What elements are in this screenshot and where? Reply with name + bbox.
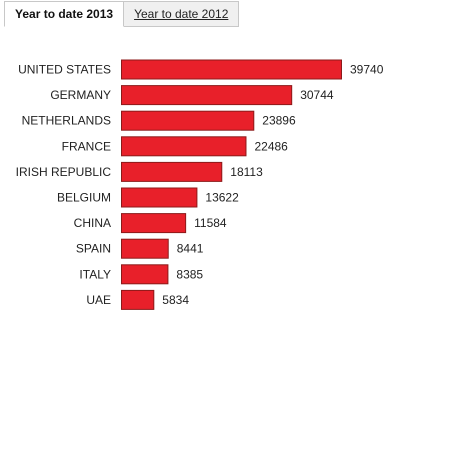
bar bbox=[121, 161, 223, 182]
bar bbox=[121, 136, 247, 157]
bar bbox=[121, 213, 187, 234]
category-label: ITALY bbox=[79, 267, 111, 281]
category-label: CHINA bbox=[74, 216, 111, 230]
value-label: 8441 bbox=[177, 242, 204, 256]
value-label: 30744 bbox=[300, 88, 334, 102]
category-label: UNITED STATES bbox=[18, 63, 111, 77]
category-label: SPAIN bbox=[76, 242, 111, 256]
value-label: 39740 bbox=[350, 63, 384, 77]
value-label: 5834 bbox=[162, 293, 189, 307]
bar bbox=[121, 264, 169, 285]
category-label: UAE bbox=[86, 293, 111, 307]
bar bbox=[121, 59, 342, 80]
value-label: 8385 bbox=[176, 267, 203, 281]
bar bbox=[121, 238, 169, 259]
category-label: GERMANY bbox=[50, 88, 111, 102]
category-label: IRISH REPUBLIC bbox=[16, 165, 112, 179]
bar bbox=[121, 110, 255, 131]
value-label: 13622 bbox=[205, 191, 239, 205]
bar bbox=[121, 289, 155, 310]
category-label: NETHERLANDS bbox=[22, 114, 111, 128]
value-label: 22486 bbox=[254, 139, 288, 153]
tab-year-to-date-2012[interactable]: Year to date 2012 bbox=[124, 1, 240, 27]
category-label: FRANCE bbox=[62, 139, 111, 153]
category-label: BELGIUM bbox=[57, 191, 111, 205]
value-label: 11584 bbox=[194, 216, 227, 230]
tab-year-to-date-2013[interactable]: Year to date 2013 bbox=[4, 1, 125, 27]
value-label: 23896 bbox=[262, 114, 296, 128]
bar bbox=[121, 85, 293, 106]
bar bbox=[121, 187, 198, 208]
value-label: 18113 bbox=[230, 165, 263, 179]
tab-bar: Year to date 2013 Year to date 2012 bbox=[4, 1, 240, 27]
